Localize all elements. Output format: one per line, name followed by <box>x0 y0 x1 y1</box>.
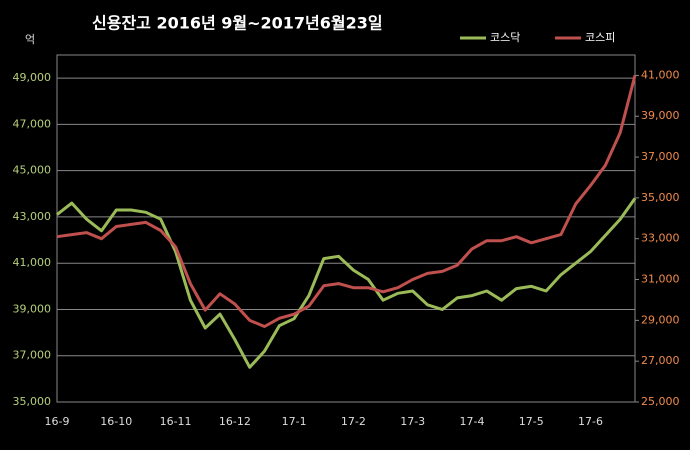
y2-tick-label: 41,000 <box>641 68 680 81</box>
y-unit: 억 <box>25 33 35 46</box>
y2-tick-label: 37,000 <box>641 150 680 163</box>
y-tick-label: 39,000 <box>13 302 52 315</box>
y2-tick-label: 25,000 <box>641 395 680 408</box>
y-tick-label: 35,000 <box>13 395 52 408</box>
series-line <box>56 75 637 328</box>
plot-area <box>56 54 636 403</box>
legend-label: 코스피 <box>585 31 615 44</box>
y-tick-label: 45,000 <box>13 164 52 177</box>
x-tick-label: 17-3 <box>400 415 425 428</box>
x-tick-label: 16-11 <box>160 415 192 428</box>
y-tick-label: 49,000 <box>13 71 52 84</box>
y2-tick-label: 33,000 <box>641 232 680 245</box>
y2-tick-label: 31,000 <box>641 273 680 286</box>
x-tick-label: 16-10 <box>100 415 132 428</box>
x-tick-label: 17-2 <box>341 415 366 428</box>
x-tick-label: 16-12 <box>219 415 251 428</box>
x-tick-label: 17-4 <box>459 415 484 428</box>
y-tick-label: 41,000 <box>13 256 52 269</box>
y-tick-label: 47,000 <box>13 117 52 130</box>
y2-tick-label: 27,000 <box>641 354 680 367</box>
y-tick-label: 37,000 <box>13 349 52 362</box>
x-tick-label: 17-5 <box>519 415 544 428</box>
y2-tick-label: 39,000 <box>641 109 680 122</box>
legend-label: 코스닥 <box>490 31 520 44</box>
y2-tick-label: 35,000 <box>641 191 680 204</box>
chart-title: 신용잔고 2016년 9월~2017년6월23일 <box>92 14 383 33</box>
x-tick-label: 16-9 <box>45 415 70 428</box>
series-line <box>56 197 637 369</box>
x-tick-label: 17-6 <box>578 415 603 428</box>
y2-tick-label: 29,000 <box>641 313 680 326</box>
x-tick-label: 17-1 <box>282 415 307 428</box>
y-tick-label: 43,000 <box>13 210 52 223</box>
